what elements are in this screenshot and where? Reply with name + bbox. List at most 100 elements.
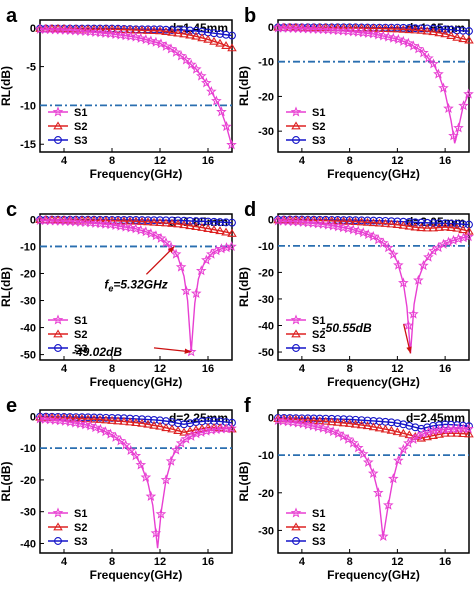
data-point <box>227 43 237 52</box>
legend: S1 S2 S3 <box>48 507 87 548</box>
data-point <box>272 414 284 426</box>
data-point <box>387 473 399 484</box>
data-point <box>201 77 212 88</box>
y-tick-label: -40 <box>20 323 36 335</box>
data-point <box>90 413 98 422</box>
data-point <box>77 414 87 423</box>
series-S1 <box>272 414 474 541</box>
plot-frame <box>39 213 233 361</box>
data-point <box>338 418 349 427</box>
data-point <box>161 423 171 432</box>
data-point <box>175 50 187 61</box>
data-point <box>277 415 289 426</box>
data-point <box>393 454 404 466</box>
data-point <box>446 223 456 232</box>
legend-marker <box>52 507 64 518</box>
data-point <box>95 423 106 434</box>
data-point <box>145 228 157 239</box>
data-point <box>459 220 467 229</box>
data-point <box>372 29 384 40</box>
x-tick-label: 8 <box>347 363 353 375</box>
data-point <box>356 217 367 226</box>
legend-label: S2 <box>74 522 87 534</box>
legend-label: S2 <box>74 121 87 133</box>
annotation-text: -50.55dB <box>322 321 372 335</box>
data-point <box>315 414 324 423</box>
series-line <box>277 219 470 232</box>
y-axis-title: RL(dB) <box>237 66 251 106</box>
data-point <box>434 222 444 231</box>
data-point <box>392 24 403 33</box>
data-point <box>110 28 121 39</box>
data-point <box>321 414 330 423</box>
data-point <box>173 28 183 37</box>
data-point <box>149 26 159 35</box>
data-point <box>322 424 334 435</box>
data-point <box>367 467 379 478</box>
data-point <box>408 40 419 51</box>
data-point <box>342 223 354 234</box>
data-point <box>130 450 142 461</box>
data-point <box>446 428 456 437</box>
y-tick-label: -5 <box>26 62 36 74</box>
data-point <box>362 456 374 467</box>
data-point <box>465 27 473 36</box>
data-point <box>428 27 438 36</box>
y-tick-label: -50 <box>258 347 274 359</box>
y-tick-label: -10 <box>258 450 274 462</box>
legend-marker <box>53 121 63 130</box>
data-point <box>374 423 385 432</box>
panel-letter: e <box>6 395 17 417</box>
data-point <box>386 219 397 228</box>
data-point <box>203 224 213 232</box>
data-point <box>332 428 344 439</box>
data-point <box>380 218 391 227</box>
data-point <box>155 218 165 227</box>
x-axis-title: Frequency(GHz) <box>90 167 183 181</box>
y-tick-label: -20 <box>20 475 36 487</box>
x-tick-label: 16 <box>439 155 451 167</box>
data-point <box>411 218 420 227</box>
y-tick-label: 0 <box>30 23 36 35</box>
data-point <box>115 29 126 40</box>
data-point <box>434 28 444 37</box>
data-point <box>411 24 420 33</box>
legend-label: S1 <box>74 508 87 520</box>
data-point <box>458 34 468 43</box>
data-point <box>155 421 165 430</box>
data-point <box>292 417 304 428</box>
data-point <box>150 527 162 538</box>
x-axis-title: Frequency(GHz) <box>327 568 420 582</box>
x-tick-label: 16 <box>202 363 214 375</box>
data-point <box>363 416 372 425</box>
x-tick-label: 12 <box>391 556 403 568</box>
data-point <box>155 232 167 243</box>
data-point <box>464 429 474 438</box>
data-point <box>352 442 364 453</box>
series-S1 <box>272 215 474 354</box>
data-point <box>344 216 355 225</box>
data-point <box>110 431 121 442</box>
annotation: -50.55dB <box>322 321 412 354</box>
data-point <box>100 426 111 437</box>
data-point <box>226 240 237 252</box>
series-S1 <box>272 22 474 144</box>
data-point <box>191 222 201 230</box>
data-point <box>398 35 409 46</box>
data-point <box>120 30 131 41</box>
series-line <box>40 27 233 49</box>
data-point <box>416 25 427 34</box>
x-tick-label: 4 <box>61 155 68 167</box>
y-tick-label: 0 <box>268 413 274 425</box>
data-point <box>155 26 165 35</box>
x-tick-label: 8 <box>109 155 115 167</box>
data-point <box>315 416 325 425</box>
data-point <box>138 216 146 225</box>
data-point <box>337 430 349 441</box>
y-tick-label: -15 <box>20 139 36 151</box>
data-point <box>190 63 202 74</box>
data-point <box>326 417 337 426</box>
